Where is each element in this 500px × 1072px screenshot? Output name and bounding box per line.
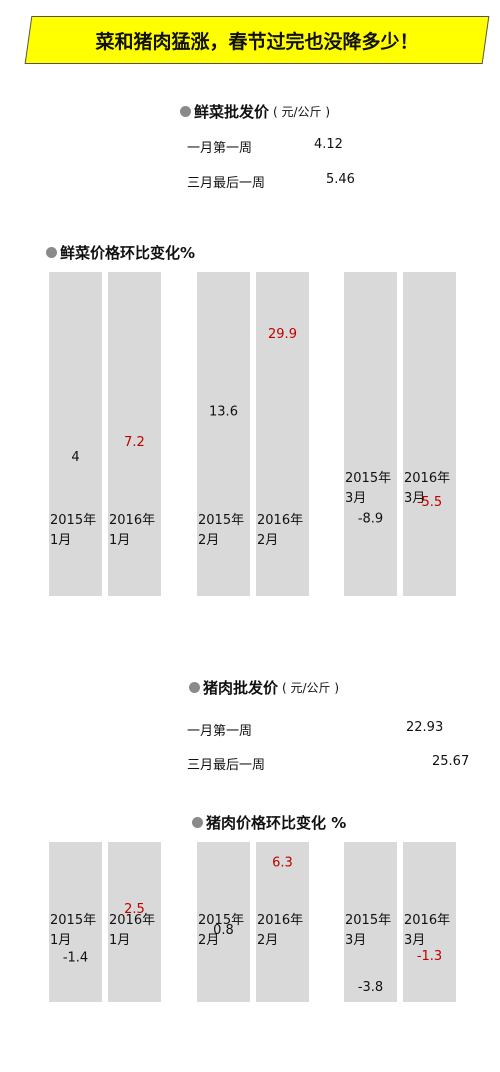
category-label-2: 2月 (198, 533, 219, 548)
pork-price-row-label-2: 三月最后一周 (187, 758, 266, 773)
data-label-3: 6.3 (272, 855, 293, 870)
category-label-5: 2016年 (404, 471, 450, 486)
category-label-3: 2月 (257, 933, 278, 948)
bullet-dot-icon (46, 247, 57, 258)
category-label-3: 2016年 (257, 513, 303, 528)
category-label-5: 3月 (404, 933, 425, 948)
data-label-0: -1.4 (63, 950, 88, 965)
category-label-3: 2月 (257, 533, 278, 548)
veg-price-heading: 鲜菜批发价 ( 元/公斤 ) (180, 101, 330, 122)
data-label-5: -1.3 (417, 949, 442, 964)
category-label-0: 1月 (50, 933, 71, 948)
pork-price-row-value-2: 25.67 (432, 754, 470, 769)
veg-chart-heading: 鲜菜价格环比变化% (46, 242, 195, 263)
data-label-4: -3.8 (358, 980, 383, 995)
data-label-2: 0.8 (213, 923, 234, 938)
category-label-0: 1月 (50, 533, 71, 548)
data-label-4: -8.9 (358, 511, 383, 526)
pork-price-row-value-1: 22.93 (406, 720, 444, 735)
category-label-2: 2月 (198, 933, 219, 948)
bar-5 (403, 272, 456, 596)
veg-price-row-label-2: 三月最后一周 (187, 176, 266, 191)
bar-3 (256, 272, 309, 596)
bar-0 (49, 842, 102, 1002)
pork-price-unit: ( 元/公斤 ) (282, 681, 340, 695)
bar-2 (197, 272, 250, 596)
category-label-2: 2015年 (198, 513, 244, 528)
category-label-4: 3月 (345, 933, 366, 948)
bar-0 (49, 272, 102, 596)
pork-price-heading: 猪肉批发价 ( 元/公斤 ) (189, 677, 339, 698)
bar-1 (108, 842, 161, 1002)
pork-chart-heading: 猪肉价格环比变化 % (192, 812, 346, 833)
pork-price-heading-text: 猪肉批发价 (203, 679, 279, 697)
data-label-0: 4 (71, 450, 79, 465)
category-label-2: 2015年 (198, 913, 244, 928)
bullet-dot-icon (180, 106, 191, 117)
category-label-1: 1月 (109, 933, 130, 948)
bullet-dot-icon (192, 817, 203, 828)
page-title: 菜和猪肉猛涨，春节过完也没降多少！ (95, 30, 419, 53)
bar-2 (197, 842, 250, 1002)
data-label-1: 2.5 (124, 902, 145, 917)
category-label-5: 2016年 (404, 913, 450, 928)
category-label-1: 1月 (109, 533, 130, 548)
category-label-3: 2016年 (257, 913, 303, 928)
bar-5 (403, 842, 456, 1002)
bar-4 (344, 272, 397, 596)
pork-chart-title: 猪肉价格环比变化 % (206, 814, 347, 832)
veg-price-heading-text: 鲜菜批发价 (194, 103, 270, 121)
veg-price-row-value-1: 4.12 (314, 137, 343, 152)
pork-price-row-label-1: 一月第一周 (187, 724, 253, 739)
bar-4 (344, 842, 397, 1002)
veg-chart-title: 鲜菜价格环比变化% (60, 244, 196, 262)
category-label-1: 2016年 (109, 913, 155, 928)
category-label-4: 2015年 (345, 913, 391, 928)
category-label-5: 3月 (404, 491, 425, 506)
category-label-4: 3月 (345, 491, 366, 506)
veg-price-row-value-2: 5.46 (326, 172, 355, 187)
veg-price-row-label-1: 一月第一周 (187, 141, 253, 156)
data-label-5: -5.5 (417, 495, 442, 510)
category-label-4: 2015年 (345, 471, 391, 486)
bar-1 (108, 272, 161, 596)
category-label-1: 2016年 (109, 513, 155, 528)
bullet-dot-icon (189, 682, 200, 693)
category-label-0: 2015年 (50, 513, 96, 528)
veg-price-unit: ( 元/公斤 ) (273, 105, 331, 119)
veg-change-chart: 2015年 1月 4 2016年 1月 7.2 2015年 2月 13.6 2016年 2月 29.9… (49, 272, 456, 596)
bar-3 (256, 842, 309, 1002)
data-label-2: 13.6 (209, 404, 238, 419)
category-label-0: 2015年 (50, 913, 96, 928)
data-label-3: 29.9 (268, 327, 297, 342)
data-label-1: 7.2 (124, 435, 145, 450)
